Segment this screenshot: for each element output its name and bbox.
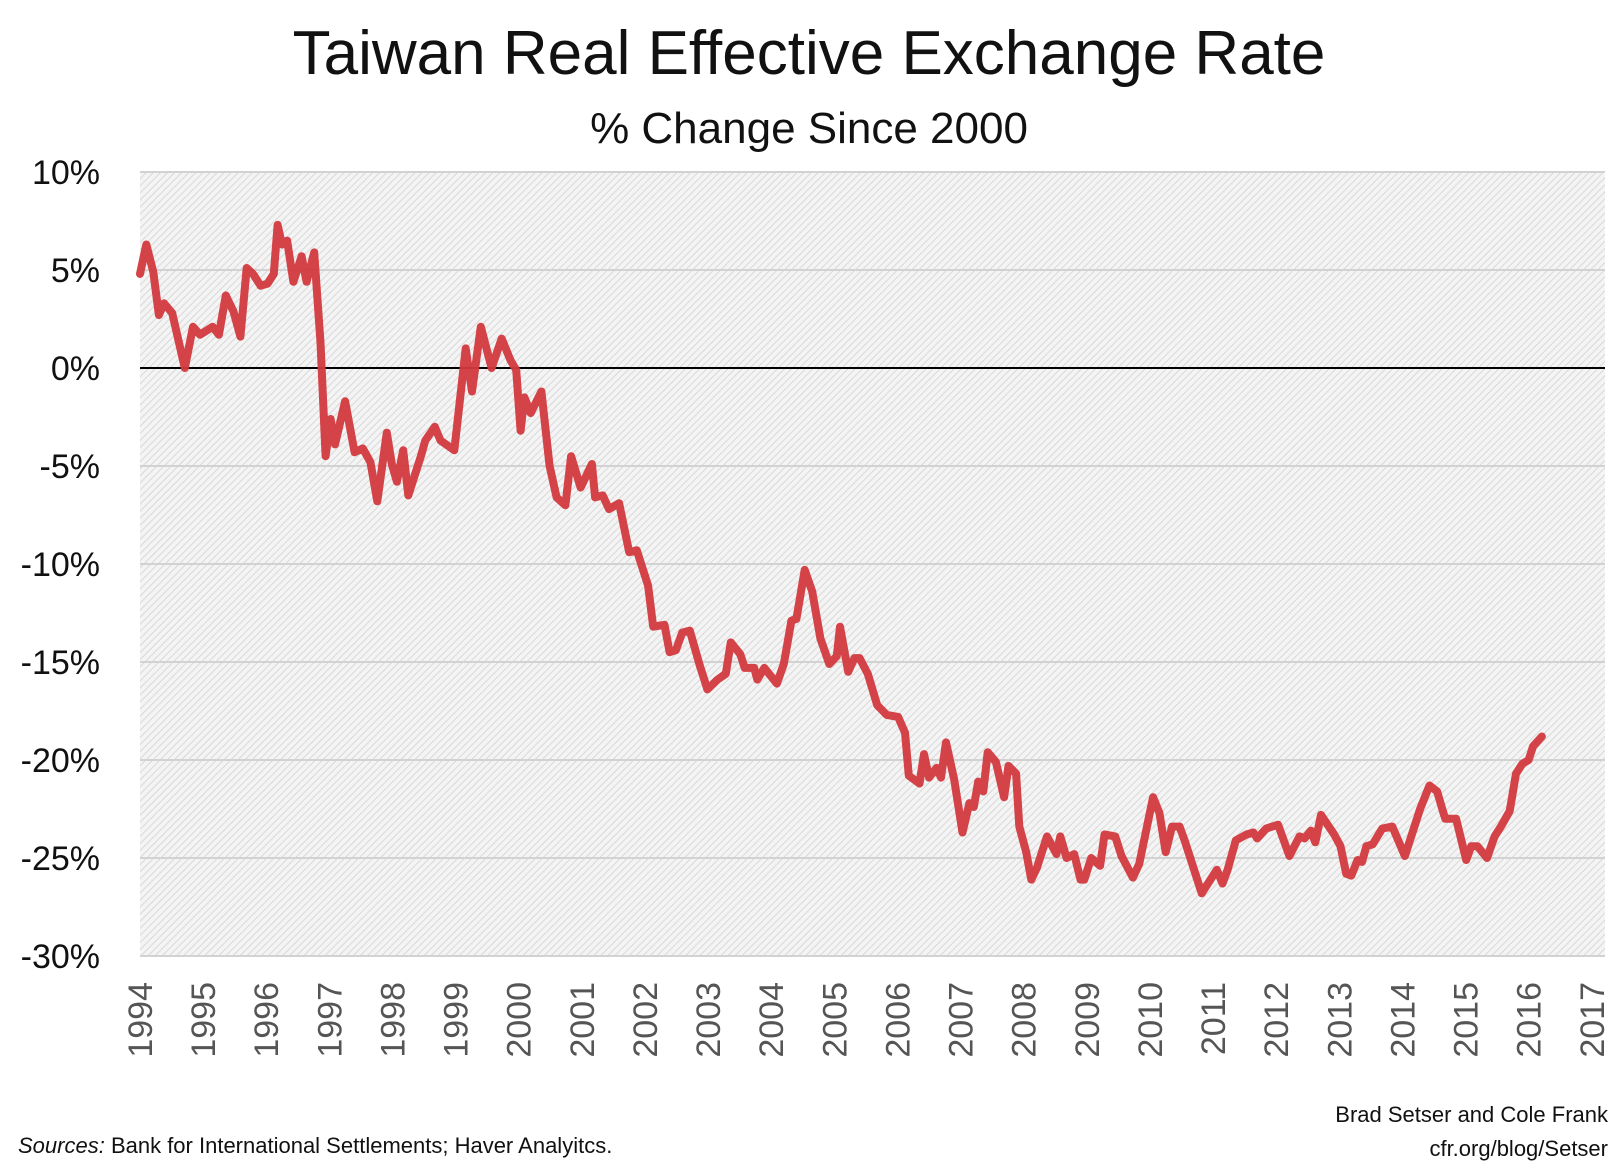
- y-tick-label: -25%: [21, 840, 100, 878]
- x-tick-label: 2005: [816, 982, 854, 1058]
- series-line: [136, 220, 1546, 898]
- x-tick-label: 2015: [1448, 982, 1486, 1058]
- x-tick-label: 1997: [311, 982, 349, 1058]
- x-tick-label: 1996: [248, 982, 286, 1058]
- x-tick-label: 1998: [374, 982, 412, 1058]
- x-tick-label: 2016: [1511, 982, 1549, 1058]
- x-tick-label: 2006: [879, 982, 917, 1058]
- x-tick-label: 2014: [1384, 982, 1422, 1058]
- y-tick-label: 5%: [51, 252, 100, 290]
- x-axis: 1994 1995 1996 1997 1998 1999 2000 2001 2002 2003…: [122, 982, 1612, 1058]
- x-tick-label: 2010: [1132, 982, 1170, 1058]
- x-tick-label: 2007: [943, 982, 981, 1058]
- y-tick-label: 10%: [32, 154, 100, 192]
- x-tick-label: 2004: [753, 982, 791, 1058]
- series-layer: [136, 220, 1546, 898]
- credit-authors: Brad Setser and Cole Frank: [1335, 1102, 1608, 1127]
- x-tick-label: 2013: [1321, 982, 1359, 1058]
- x-tick-label: 2000: [501, 982, 539, 1058]
- y-tick-label: -15%: [21, 644, 100, 682]
- y-tick-label: -5%: [40, 448, 100, 486]
- y-tick-label: -20%: [21, 742, 100, 780]
- x-tick-label: 2002: [627, 982, 665, 1058]
- y-axis: 10% 5% 0% -5% -10% -15% -20% -25% -30%: [21, 154, 100, 976]
- x-tick-label: 2012: [1258, 982, 1296, 1058]
- sources-note: Sources: Bank for International Settleme…: [18, 1133, 612, 1159]
- sources-text: Bank for International Settlements; Have…: [104, 1133, 613, 1158]
- x-tick-label: 1999: [438, 982, 476, 1058]
- y-tick-label: -30%: [21, 938, 100, 976]
- x-tick-label: 2008: [1006, 982, 1044, 1058]
- x-tick-label: 2003: [690, 982, 728, 1058]
- credit: Brad Setser and Cole Frank cfr.org/blog/…: [1335, 1098, 1608, 1165]
- x-tick-label: 1995: [185, 982, 223, 1058]
- x-tick-label: 1994: [122, 982, 160, 1058]
- sources-label: Sources:: [18, 1133, 105, 1158]
- x-tick-label: 2001: [564, 982, 602, 1058]
- chart-subtitle: % Change Since 2000: [590, 104, 1028, 153]
- x-tick-label: 2011: [1195, 982, 1233, 1055]
- y-tick-label: -10%: [21, 546, 100, 584]
- y-tick-label: 0%: [51, 350, 100, 388]
- credit-url: cfr.org/blog/Setser: [1429, 1136, 1608, 1161]
- x-tick-label: 2009: [1069, 982, 1107, 1058]
- x-tick-label: 2017: [1574, 982, 1612, 1058]
- chart-title: Taiwan Real Effective Exchange Rate: [292, 19, 1326, 88]
